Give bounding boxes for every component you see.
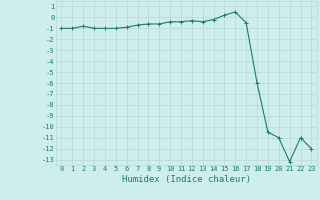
X-axis label: Humidex (Indice chaleur): Humidex (Indice chaleur) [122, 175, 251, 184]
